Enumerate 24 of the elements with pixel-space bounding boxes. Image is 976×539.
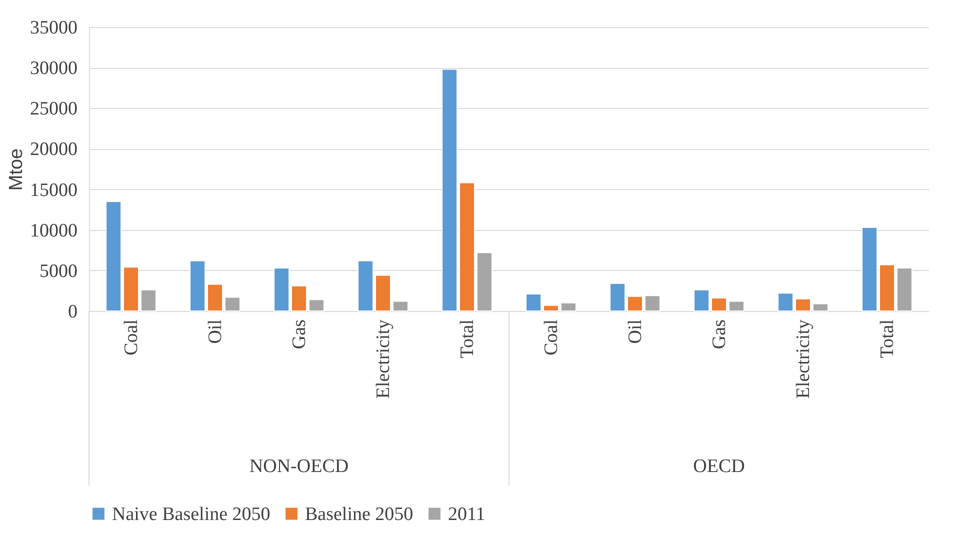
legend-label: Naive Baseline 2050 (112, 504, 270, 525)
x-tick-label: Oil (205, 320, 226, 344)
text: NON-OECD (249, 456, 349, 477)
legend-label: Baseline 2050 (305, 504, 414, 525)
legend-label: 2011 (448, 504, 486, 525)
x-tick-label: Oil (625, 320, 646, 344)
y-axis-title: Mtoe (6, 148, 27, 191)
y-tick-label: 15000 (30, 180, 78, 201)
text: OECD (693, 456, 745, 477)
x-tick-label: Electricity (373, 319, 394, 399)
x-tick-label: Coal (541, 320, 562, 356)
x-tick-label: Gas (709, 320, 730, 350)
y-tick-label: 30000 (30, 58, 78, 80)
y-tick-label: 20000 (30, 139, 78, 160)
x-tick-label: Total (457, 320, 478, 358)
x-tick-label: Gas (289, 320, 310, 350)
y-tick-label: 25000 (30, 98, 78, 120)
x-tick-label: Total (877, 320, 898, 358)
y-tick-label: 35000 (30, 18, 78, 38)
x-tick-label: Coal (121, 320, 142, 356)
x-tick-label: Electricity (793, 319, 814, 399)
y-tick-label: 10000 (30, 220, 78, 242)
y-tick-label: 5000 (40, 260, 78, 282)
y-tick-label: 0 (68, 302, 78, 322)
